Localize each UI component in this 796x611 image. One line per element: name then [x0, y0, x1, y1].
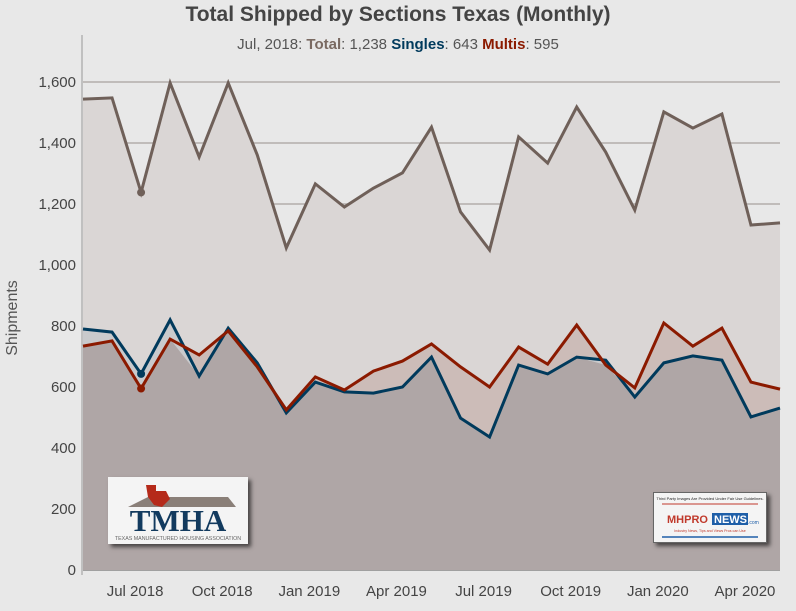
tooltip-readout: Jul, 2018: Total: 1,238 Singles: 643 Mul… — [237, 36, 559, 53]
y-tick-label: 800 — [51, 318, 76, 335]
tooltip-total: 1,238 — [349, 36, 388, 53]
x-tick-label: Oct 2019 — [540, 583, 601, 600]
tmha-tagline: TEXAS MANUFACTURED HOUSING ASSOCIATION — [115, 536, 241, 542]
tooltip-date: Jul, 2018 — [237, 36, 299, 53]
tmha-wordmark: TMHA — [130, 503, 227, 538]
chart-title: Total Shipped by Sections Texas (Monthly… — [185, 3, 611, 26]
tmha-logo: TMHA TEXAS MANUFACTURED HOUSING ASSOCIAT… — [108, 477, 248, 544]
tmha-logo-graphic: TMHA TEXAS MANUFACTURED HOUSING ASSOCIAT… — [115, 485, 241, 542]
com-suffix: .com — [748, 520, 759, 526]
y-tick-label: 1,600 — [38, 74, 76, 91]
y-tick-label: 600 — [51, 379, 76, 396]
x-tick-label: Apr 2019 — [366, 583, 427, 600]
mhpro-wordmark: MHPRO — [667, 514, 708, 526]
mhpronews-tagline: Industry News, Tips and Views Pros can U… — [674, 529, 745, 533]
x-axis-ticks: Jul 2018 Oct 2018 Jan 2019 Apr 2019 Jul 2019… — [107, 583, 776, 600]
tooltip-singles: 643 — [452, 36, 478, 53]
y-axis-ticks: 0 200 400 600 800 1,000 1,200 1,400 1,600 — [38, 74, 76, 579]
y-tick-label: 200 — [51, 501, 76, 518]
mhpronews-logo: Third Party Images Are Provided Under Fa… — [653, 492, 767, 543]
news-wordmark: NEWS — [714, 514, 747, 526]
point-multis — [137, 384, 146, 393]
x-tick-label: Oct 2018 — [192, 583, 253, 600]
y-axis-label: Shipments — [4, 280, 21, 356]
y-tick-label: 1,400 — [38, 135, 76, 152]
x-tick-label: Jul 2018 — [107, 583, 164, 600]
area-overlap — [83, 330, 780, 570]
point-singles — [137, 369, 146, 378]
point-total — [137, 188, 146, 197]
legend-total[interactable]: Total — [306, 36, 342, 53]
y-tick-label: 1,000 — [38, 257, 76, 274]
legend-singles[interactable]: Singles — [391, 36, 445, 53]
tooltip-multis: 595 — [533, 36, 559, 53]
lines — [82, 78, 781, 440]
x-tick-label: Apr 2020 — [715, 583, 776, 600]
y-tick-label: 0 — [68, 562, 76, 579]
y-tick-label: 400 — [51, 440, 76, 457]
fair-use-notice: Third Party Images Are Provided Under Fa… — [656, 496, 763, 501]
areas — [83, 82, 780, 570]
mhpronews-logo-graphic: Third Party Images Are Provided Under Fa… — [656, 496, 764, 538]
x-tick-label: Jul 2019 — [455, 583, 512, 600]
y-tick-label: 1,200 — [38, 196, 76, 213]
legend-multis[interactable]: Multis — [482, 36, 526, 53]
x-tick-label: Jan 2020 — [627, 583, 689, 600]
x-tick-label: Jan 2019 — [278, 583, 340, 600]
